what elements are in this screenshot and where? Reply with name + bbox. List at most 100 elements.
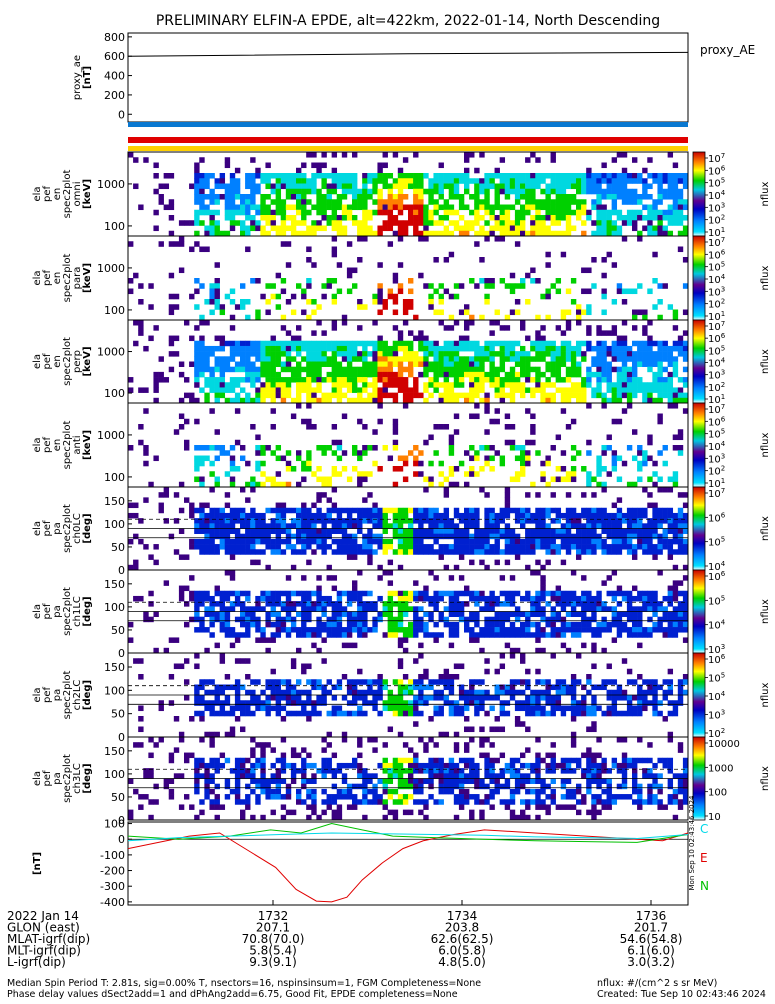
heat-cell — [495, 351, 500, 356]
heat-cell — [515, 606, 520, 611]
heat-cell — [505, 711, 510, 717]
heat-cell — [622, 299, 627, 305]
heat-cell — [301, 706, 306, 712]
heat-cell — [489, 341, 494, 346]
heat-cell — [459, 215, 464, 221]
heat-cell — [632, 554, 637, 559]
heat-cell — [678, 205, 683, 211]
heat-cell — [433, 591, 438, 596]
heat-cell — [663, 356, 668, 361]
colorbar-label: nflux — [760, 682, 771, 707]
heat-cell — [225, 549, 230, 554]
heat-cell — [627, 539, 632, 544]
heat-cell — [632, 534, 637, 539]
heat-cell — [199, 336, 204, 341]
heat-cell — [479, 544, 484, 549]
heat-cell — [576, 205, 581, 211]
heat-cell — [439, 534, 444, 539]
heat-cell — [622, 194, 627, 200]
heat-cell — [673, 513, 678, 518]
heat-cell — [632, 632, 637, 637]
heat-cell — [601, 549, 606, 554]
heat-cell — [479, 445, 484, 451]
heat-cell — [265, 184, 270, 190]
heat-cell — [500, 575, 505, 580]
heat-cell — [428, 382, 433, 387]
heat-cell — [663, 508, 668, 513]
heat-cell — [240, 231, 245, 237]
heat-cell — [209, 549, 214, 554]
heat-cell — [525, 695, 530, 701]
heat-cell — [561, 408, 566, 414]
heat-cell — [235, 534, 240, 539]
heat-cell — [286, 632, 291, 637]
heat-cell — [617, 398, 622, 403]
heat-cell — [342, 450, 347, 456]
heat-cell — [311, 471, 316, 477]
heat-cell — [474, 341, 479, 346]
heat-cell — [474, 220, 479, 226]
heat-cell — [520, 679, 525, 685]
ylabel-line: [keV] — [82, 179, 93, 209]
heat-cell — [332, 362, 337, 367]
heat-cell — [657, 210, 662, 216]
heat-cell — [388, 523, 393, 528]
heat-cell — [423, 226, 428, 232]
heat-cell — [194, 241, 199, 247]
heat-cell — [576, 315, 581, 321]
heat-cell — [301, 632, 306, 637]
heat-cell — [673, 199, 678, 205]
heat-cell — [673, 711, 678, 717]
heat-cell — [571, 372, 576, 377]
heat-cell — [515, 341, 520, 346]
heat-cell — [316, 622, 321, 627]
heat-cell — [505, 539, 510, 544]
heat-cell — [260, 549, 265, 554]
heat-cell — [576, 612, 581, 617]
heat-cell — [495, 560, 500, 565]
heat-cell — [510, 679, 515, 685]
heat-cell — [439, 393, 444, 398]
heat-cell — [683, 367, 688, 372]
heat-cell — [337, 393, 342, 398]
heat-cell — [337, 679, 342, 685]
heat-cell — [398, 199, 403, 205]
heat-cell — [474, 205, 479, 211]
heat-cell — [520, 721, 525, 727]
heat-cell — [663, 346, 668, 351]
heat-cell — [439, 367, 444, 372]
heat-cell — [383, 570, 388, 575]
heat-cell — [398, 549, 403, 554]
heat-cell — [637, 674, 642, 680]
heat-cell — [505, 377, 510, 382]
heat-cell — [525, 440, 530, 446]
heat-cell — [138, 539, 143, 544]
heat-cell — [286, 695, 291, 701]
heat-cell — [474, 706, 479, 712]
heat-cell — [209, 231, 214, 237]
heat-cell — [459, 372, 464, 377]
heat-cell — [408, 539, 413, 544]
heat-cell — [281, 382, 286, 387]
heat-cell — [495, 450, 500, 456]
heat-cell — [215, 278, 220, 284]
heat-cell — [342, 226, 347, 232]
heat-cell — [286, 173, 291, 179]
heat-cell — [133, 560, 138, 565]
heat-cell — [209, 544, 214, 549]
heat-cell — [464, 727, 469, 733]
heat-cell — [296, 220, 301, 226]
heat-cell — [525, 669, 530, 675]
heat-cell — [230, 220, 235, 226]
heat-cell — [316, 575, 321, 580]
heat-cell — [301, 513, 306, 518]
heat-cell — [403, 544, 408, 549]
heat-cell — [281, 606, 286, 611]
heat-cell — [286, 262, 291, 268]
heat-cell — [647, 690, 652, 696]
heat-cell — [652, 362, 657, 367]
heat-cell — [255, 356, 260, 361]
heat-cell — [652, 596, 657, 601]
heat-cell — [372, 367, 377, 372]
heat-cell — [377, 163, 382, 169]
